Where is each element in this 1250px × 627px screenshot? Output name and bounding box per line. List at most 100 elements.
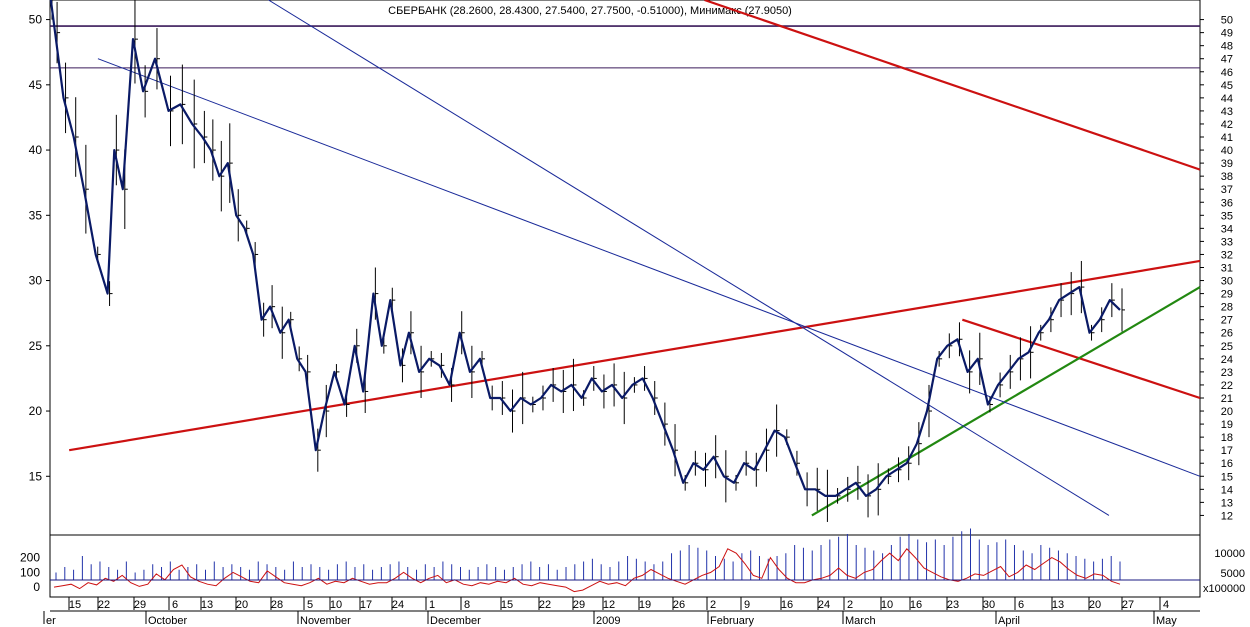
date-tick-label: 29 [573,599,585,611]
indicator-tick-label: 100 [20,565,40,579]
volume-axis: 10000 5000 [1214,548,1245,580]
date-tick-label: 24 [818,599,830,611]
price-series-line [49,0,1121,497]
right-tick-label: 46 [1221,67,1233,79]
right-tick-label: 12 [1221,510,1233,522]
month-label: 2009 [596,615,620,627]
right-tick-label: 42 [1221,119,1233,131]
left-tick-label: 45 [29,78,43,92]
right-tick-label: 47 [1221,54,1233,66]
date-tick-label: 16 [910,599,922,611]
right-price-axis: 1213141516171819202122232425262728293031… [1200,15,1233,522]
left-tick-label: 50 [29,13,43,27]
right-tick-label: 39 [1221,158,1233,170]
month-label: April [998,615,1020,627]
date-tick-label: 27 [1122,599,1134,611]
month-label: February [710,615,755,627]
date-tick-label: 22 [98,599,110,611]
right-tick-label: 20 [1221,406,1233,418]
month-axis: er October November December 2009 February Mar… [43,611,1177,627]
date-tick-label: 6 [172,599,178,611]
date-tick-label: 8 [464,599,470,611]
date-tick-label: 10 [330,599,342,611]
right-tick-label: 43 [1221,106,1233,118]
right-tick-label: 15 [1221,471,1233,483]
trendlines [68,0,1201,517]
right-tick-label: 29 [1221,289,1233,301]
date-tick-label: 16 [781,599,793,611]
date-tick-label: 19 [639,599,651,611]
month-label: May [1156,615,1177,627]
date-tick-label: 2 [847,599,853,611]
right-tick-label: 45 [1221,80,1233,92]
date-tick-label: 9 [744,599,750,611]
right-tick-label: 48 [1221,41,1233,53]
right-tick-label: 26 [1221,328,1233,340]
trendline-resistance-upper [704,0,1201,171]
volume-bars [55,528,1121,580]
date-tick-label: 23 [947,599,959,611]
right-tick-label: 17 [1221,445,1233,457]
date-tick-label: 5 [307,599,313,611]
right-tick-label: 50 [1221,15,1233,27]
date-tick-label: 17 [360,599,372,611]
indicator-panel-frame [49,534,1201,598]
date-tick-label: 2 [710,599,716,611]
left-tick-label: 15 [29,469,43,483]
trendline-blue-steep [268,0,1110,516]
right-tick-label: 44 [1221,93,1233,105]
right-tick-label: 49 [1221,28,1233,40]
right-tick-label: 31 [1221,263,1233,275]
right-tick-label: 40 [1221,145,1233,157]
right-tick-label: 22 [1221,380,1233,392]
trendline-recent-down [961,318,1201,400]
right-tick-label: 28 [1221,302,1233,314]
date-tick-label: 30 [983,599,995,611]
date-tick-label: 1 [429,599,435,611]
right-tick-label: 24 [1221,354,1233,366]
month-label: October [148,615,187,627]
month-label: November [300,615,351,627]
date-tick-label: 22 [539,599,551,611]
right-tick-label: 33 [1221,236,1233,248]
date-tick-label: 4 [1163,599,1169,611]
right-tick-label: 37 [1221,184,1233,196]
date-axis: 15 22 29 6 13 20 28 5 10 17 24 1 8 15 22 29 12 19 26 2 9 16 24… [50,597,1200,612]
right-tick-label: 41 [1221,132,1233,144]
date-tick-label: 13 [1052,599,1064,611]
left-tick-label: 40 [29,143,43,157]
left-tick-label: 25 [29,339,43,353]
date-tick-label: 29 [134,599,146,611]
date-tick-label: 28 [271,599,283,611]
right-tick-label: 27 [1221,315,1233,327]
date-tick-label: 20 [236,599,248,611]
right-tick-label: 36 [1221,197,1233,209]
indicator-line [53,548,1121,593]
volume-tick-label: 10000 [1214,548,1245,560]
right-tick-label: 38 [1221,171,1233,183]
right-tick-label: 13 [1221,497,1233,509]
horizontal-levels [50,25,1200,69]
date-tick-label: 6 [1018,599,1024,611]
left-tick-label: 30 [29,274,43,288]
date-tick-label: 10 [881,599,893,611]
left-price-axis: 15 20 25 30 35 40 45 50 [29,13,50,483]
month-label: March [845,615,876,627]
right-tick-label: 35 [1221,210,1233,222]
month-label: December [430,615,481,627]
right-tick-label: 32 [1221,249,1233,261]
right-tick-label: 19 [1221,419,1233,431]
trendline-green-up [811,286,1201,517]
date-tick-label: 15 [501,599,513,611]
left-tick-label: 20 [29,404,43,418]
month-label: er [46,615,56,627]
right-tick-label: 21 [1221,393,1233,405]
chart-title: СБЕРБАНК (28.2600, 28.4300, 27.5400, 27.… [388,5,792,17]
date-tick-label: 24 [392,599,404,611]
right-tick-label: 16 [1221,458,1233,470]
date-tick-label: 26 [673,599,685,611]
left-tick-label: 35 [29,208,43,222]
volume-unit-label: x100000 [1203,583,1245,595]
